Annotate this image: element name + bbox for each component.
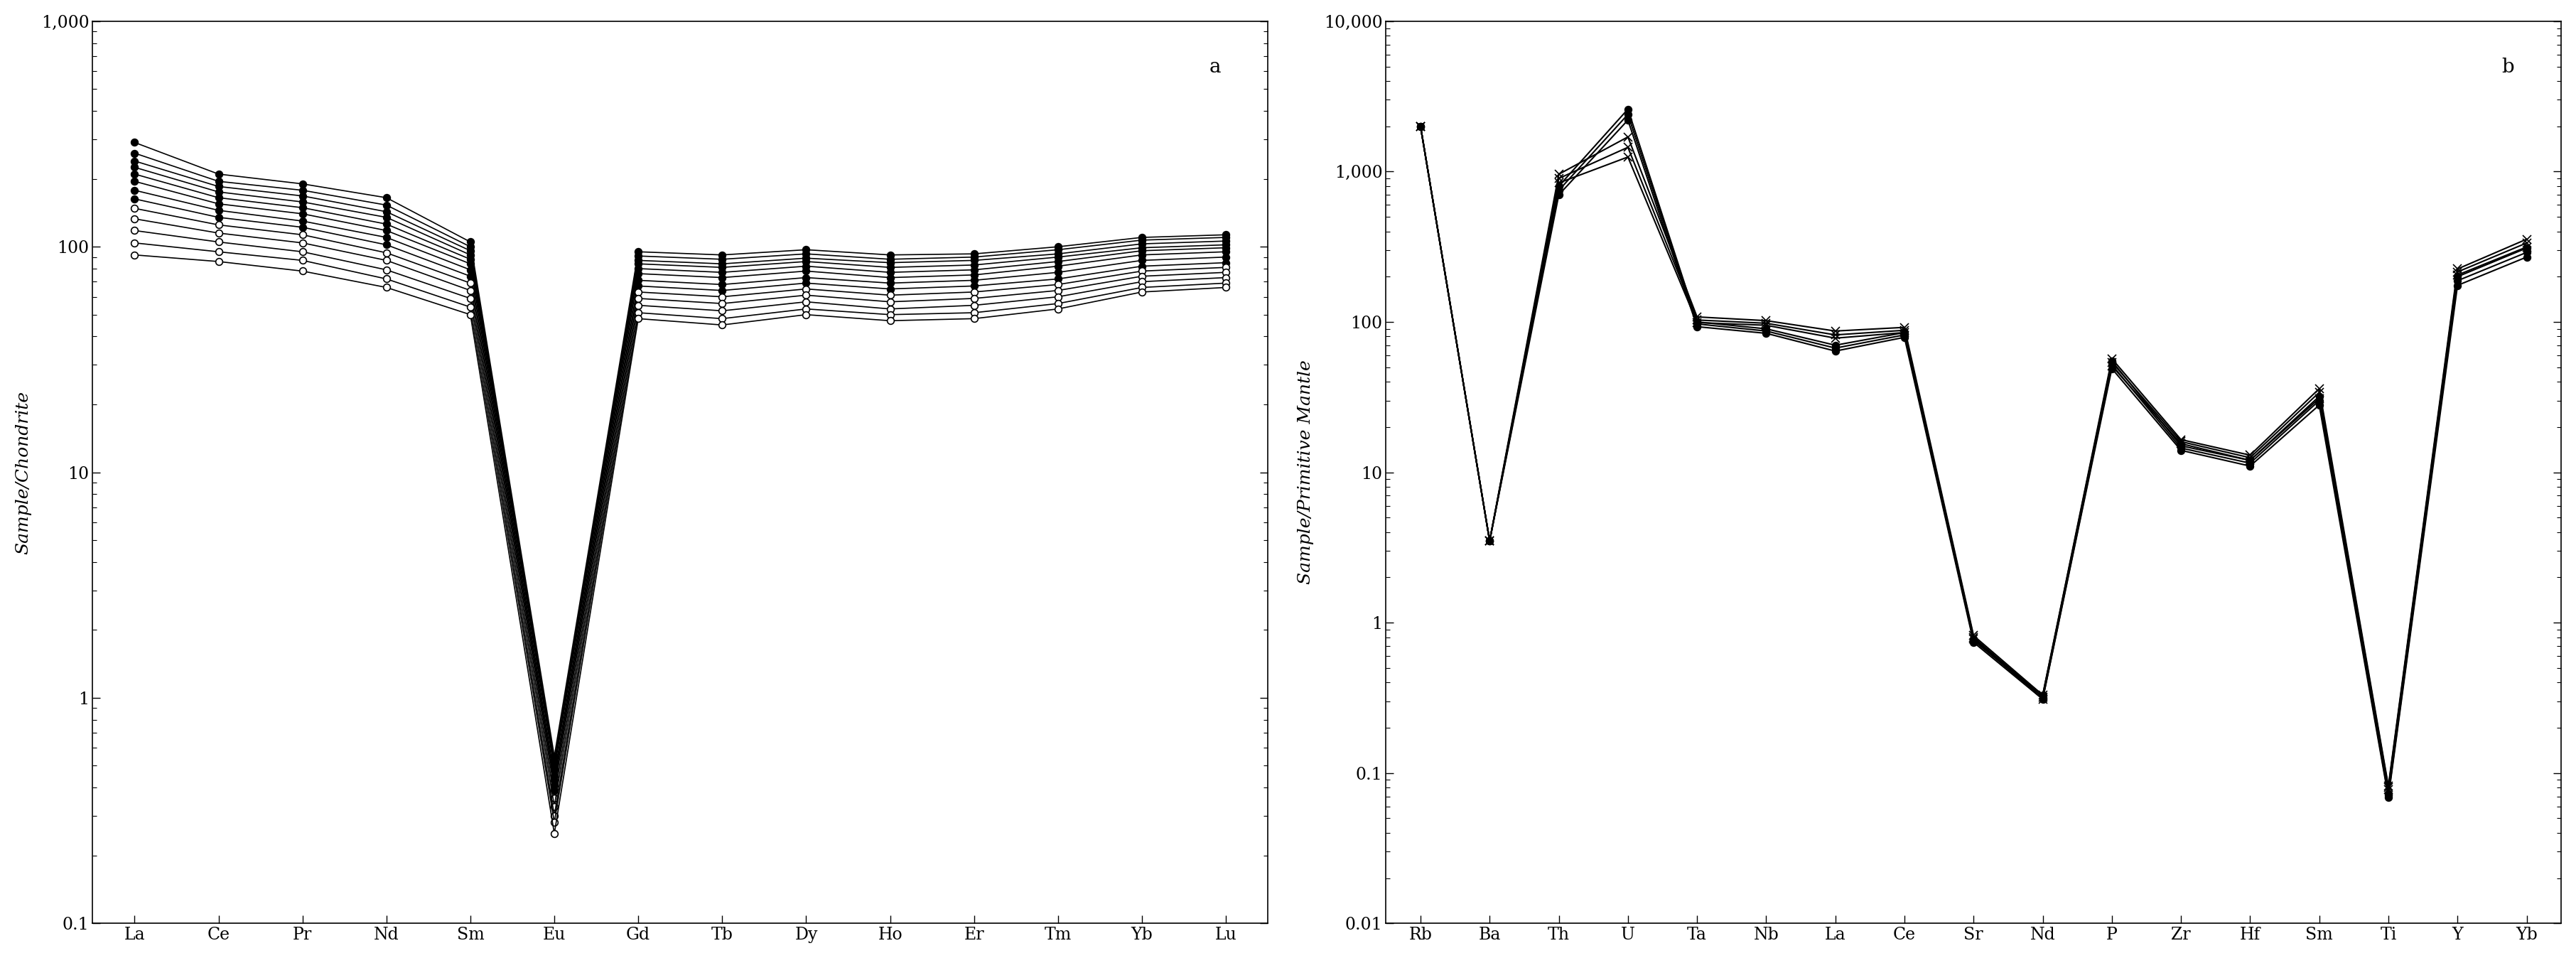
Text: a: a bbox=[1208, 57, 1221, 77]
Y-axis label: Sample/Primitive Mantle: Sample/Primitive Mantle bbox=[1298, 360, 1314, 584]
Text: b: b bbox=[2501, 57, 2514, 77]
Y-axis label: Sample/Chondrite: Sample/Chondrite bbox=[15, 391, 31, 554]
